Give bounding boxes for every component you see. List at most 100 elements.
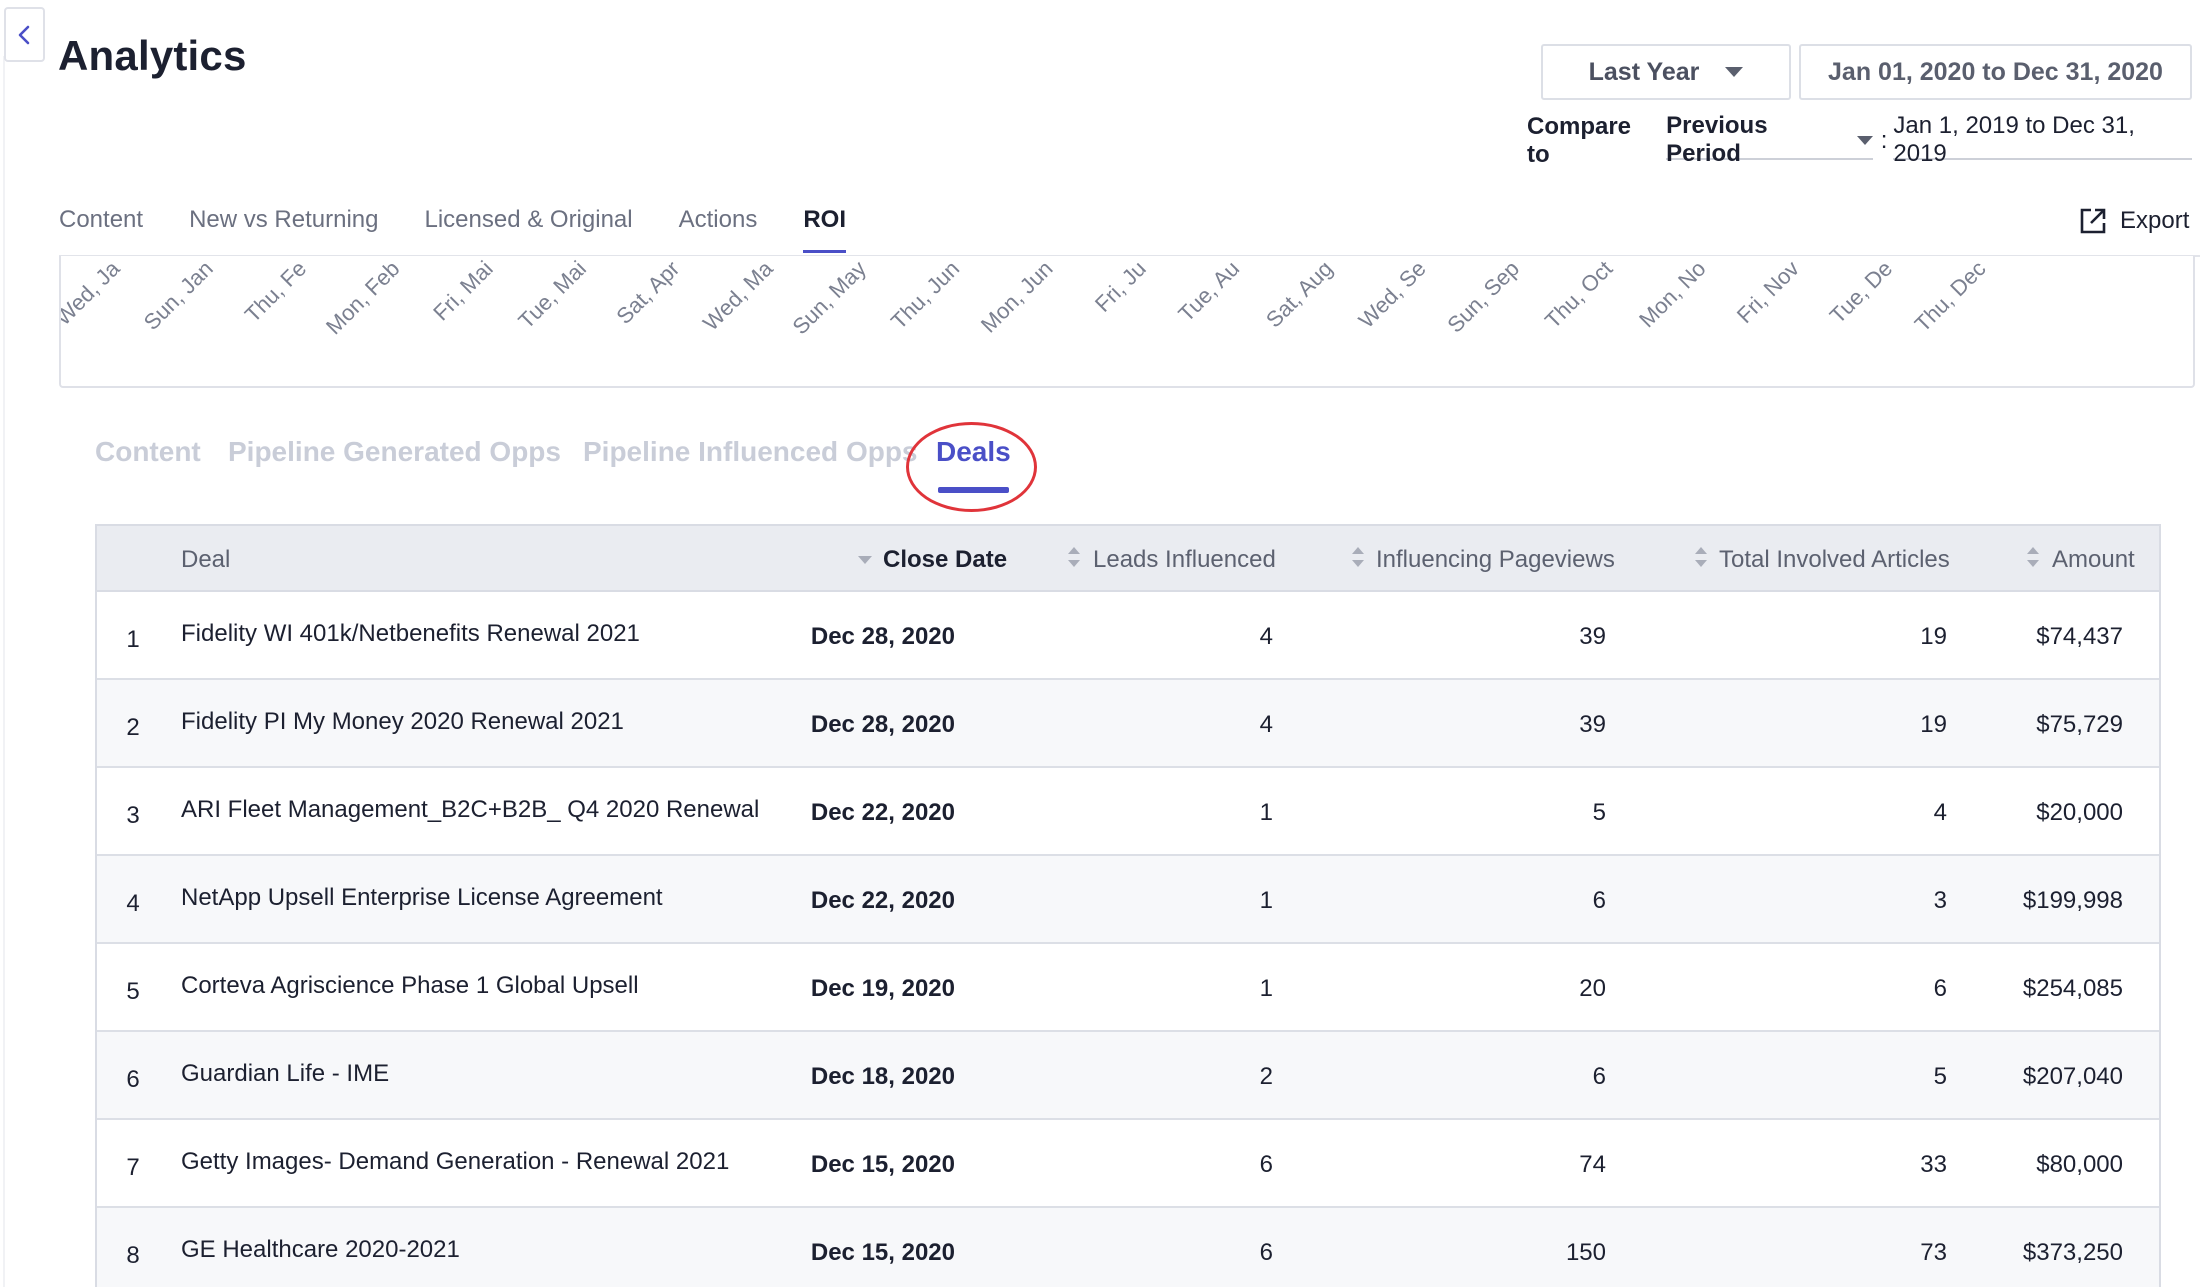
- table-row[interactable]: 1 Fidelity WI 401k/Netbenefits Renewal 20…: [97, 592, 2159, 680]
- column-header-close-date[interactable]: Close Date: [883, 546, 1008, 573]
- x-axis-tick-label: Thu, Oct: [1540, 256, 1617, 333]
- amount-cell: $199,998: [2022, 887, 2123, 914]
- x-axis-tick-label: Mon, No: [1634, 256, 1710, 332]
- table-row[interactable]: 8 GE Healthcare 2020-2021 Dec 15, 2020 6 150…: [97, 1208, 2159, 1287]
- close-date-cell: Dec 18, 2020: [810, 1063, 955, 1090]
- export-label: Export: [2120, 207, 2190, 234]
- total-involved-articles-cell: 19: [1920, 623, 1947, 650]
- analytics-tabs: Content New vs Returning Licensed & Orig…: [59, 206, 892, 256]
- date-range-picker[interactable]: Jan 01, 2020 to Dec 31, 2020: [1799, 44, 2192, 100]
- tab-content[interactable]: Content: [59, 206, 144, 233]
- compare-date-range-label: Jan 1, 2019 to Dec 31, 2019: [1893, 112, 2135, 167]
- leads-influenced-cell: 1: [1259, 975, 1273, 1002]
- sub-tab-pipeline-generated-opps[interactable]: Pipeline Generated Opps: [228, 436, 561, 467]
- influencing-pageviews-cell: 39: [1579, 711, 1606, 738]
- period-dropdown[interactable]: Last Year: [1541, 44, 1791, 100]
- total-involved-articles-cell: 19: [1920, 711, 1947, 738]
- x-axis-tick-label: Fri, Ju: [1090, 256, 1151, 317]
- amount-cell: $20,000: [2036, 799, 2123, 826]
- row-index-cell: 4: [126, 890, 140, 917]
- table-row[interactable]: 2 Fidelity PI My Money 2020 Renewal 2021 D…: [97, 680, 2159, 768]
- table-row[interactable]: 5 Corteva Agriscience Phase 1 Global Upse…: [97, 944, 2159, 1032]
- row-index-cell: 6: [126, 1066, 140, 1093]
- sort-icon: [1352, 547, 1364, 567]
- x-axis-tick-label: Mon, Feb: [321, 256, 404, 339]
- back-button[interactable]: [4, 7, 45, 62]
- sort-icon: [1068, 547, 1080, 567]
- amount-cell: $254,085: [2022, 975, 2123, 1002]
- caret-down-icon: [1856, 135, 1873, 145]
- sub-tab-content[interactable]: Content: [95, 436, 201, 467]
- x-axis-tick-label: Tue, Mai: [513, 256, 591, 333]
- tab-actions[interactable]: Actions: [678, 206, 758, 233]
- close-date-cell: Dec 22, 2020: [810, 887, 955, 914]
- influencing-pageviews-cell: 150: [1565, 1239, 1606, 1266]
- compare-date-range[interactable]: Jan 1, 2019 to Dec 31, 2019: [1893, 112, 2192, 167]
- tab-new-vs-returning[interactable]: New vs Returning: [189, 206, 379, 233]
- deal-name-cell: Getty Images- Demand Generation - Renewa…: [181, 1148, 730, 1175]
- x-axis-tick-label: Sun, May: [788, 256, 871, 339]
- x-axis-tick-label: Sun, Jan: [139, 256, 218, 335]
- leads-influenced-cell: 6: [1259, 1151, 1273, 1178]
- tab-roi[interactable]: ROI: [803, 206, 846, 256]
- sub-tab-pipeline-influenced-opps[interactable]: Pipeline Influenced Opps: [583, 436, 918, 467]
- chart-panel: Wed, Ja Sun, Jan Thu, Fe Mon, Feb Fri, Mai Tu…: [59, 256, 2195, 388]
- chart-x-axis: Wed, Ja Sun, Jan Thu, Fe Mon, Feb Fri, Mai Tu…: [61, 256, 1991, 339]
- leads-influenced-cell: 1: [1259, 799, 1273, 826]
- column-header-amount[interactable]: Amount: [2052, 546, 2135, 573]
- row-index-cell: 2: [126, 714, 140, 741]
- total-involved-articles-cell: 5: [1933, 1063, 1947, 1090]
- row-index-cell: 7: [126, 1154, 140, 1181]
- period-dropdown-label: Last Year: [1588, 57, 1700, 86]
- sidebar-edge: [3, 56, 5, 1287]
- table-row[interactable]: 6 Guardian Life - IME Dec 18, 2020 2 6 5 $207,…: [97, 1032, 2159, 1120]
- x-axis-tick-label: Sun, Sep: [1442, 256, 1524, 338]
- deal-name-cell: Fidelity PI My Money 2020 Renewal 2021: [181, 708, 624, 735]
- influencing-pageviews-cell: 6: [1592, 1063, 1606, 1090]
- influencing-pageviews-cell: 20: [1579, 975, 1606, 1002]
- deal-name-cell: Fidelity WI 401k/Netbenefits Renewal 202…: [181, 620, 640, 647]
- influencing-pageviews-cell: 6: [1592, 887, 1606, 914]
- row-index-cell: 8: [126, 1242, 140, 1269]
- amount-cell: $373,250: [2022, 1239, 2123, 1266]
- total-involved-articles-cell: 73: [1920, 1239, 1947, 1266]
- compare-dropdown[interactable]: Previous Period: [1666, 112, 1873, 167]
- deal-name-cell: ARI Fleet Management_B2C+B2B_ Q4 2020 Re…: [181, 796, 760, 823]
- x-axis-tick-label: Wed, Se: [1354, 256, 1431, 333]
- x-axis-tick-label: Fri, Nov: [1732, 256, 1804, 328]
- x-axis-tick-label: Thu, Jun: [886, 256, 964, 334]
- table-row[interactable]: 4 NetApp Upsell Enterprise License Agreem…: [97, 856, 2159, 944]
- close-date-cell: Dec 28, 2020: [810, 623, 955, 650]
- export-button[interactable]: Export: [2078, 206, 2189, 236]
- close-date-cell: Dec 19, 2020: [810, 975, 955, 1002]
- leads-influenced-cell: 4: [1259, 623, 1273, 650]
- table-row[interactable]: 7 Getty Images- Demand Generation - Renew…: [97, 1120, 2159, 1208]
- column-header-leads-influenced[interactable]: Leads Influenced: [1093, 546, 1276, 573]
- sort-icon: [1695, 547, 1707, 567]
- x-axis-tick-label: Wed, Ja: [61, 256, 125, 330]
- compare-row: Compare to Previous Period : Jan 1, 2019…: [1527, 112, 2192, 168]
- x-axis-tick-label: Tue, De: [1825, 256, 1897, 328]
- amount-cell: $207,040: [2022, 1063, 2123, 1090]
- x-axis-tick-label: Sat, Aug: [1261, 256, 1338, 332]
- amount-cell: $80,000: [2036, 1151, 2123, 1178]
- page-title: Analytics: [58, 32, 247, 79]
- column-header-deal[interactable]: Deal: [181, 546, 231, 573]
- compare-dropdown-label: Previous Period: [1666, 112, 1768, 167]
- x-axis-tick-label: Thu, Fe: [240, 256, 311, 327]
- column-header-influencing-pageviews[interactable]: Influencing Pageviews: [1376, 546, 1615, 573]
- x-axis-tick-label: Fri, Mai: [428, 256, 498, 325]
- tab-licensed-original[interactable]: Licensed & Original: [424, 206, 633, 233]
- deal-name-cell: NetApp Upsell Enterprise License Agreeme…: [181, 884, 663, 911]
- influencing-pageviews-cell: 74: [1579, 1151, 1606, 1178]
- leads-influenced-cell: 4: [1259, 711, 1273, 738]
- leads-influenced-cell: 2: [1259, 1063, 1273, 1090]
- total-involved-articles-cell: 6: [1933, 975, 1947, 1002]
- deal-name-cell: Corteva Agriscience Phase 1 Global Upsel…: [181, 972, 639, 999]
- external-link-icon: [2080, 208, 2106, 234]
- caret-down-icon: [1725, 67, 1744, 77]
- table-header: Deal Close Date Leads Influenced Influen…: [97, 526, 2159, 592]
- table-row[interactable]: 3 ARI Fleet Management_B2C+B2B_ Q4 2020 R…: [97, 768, 2159, 856]
- column-header-total-involved-articles[interactable]: Total Involved Articles: [1719, 546, 1950, 573]
